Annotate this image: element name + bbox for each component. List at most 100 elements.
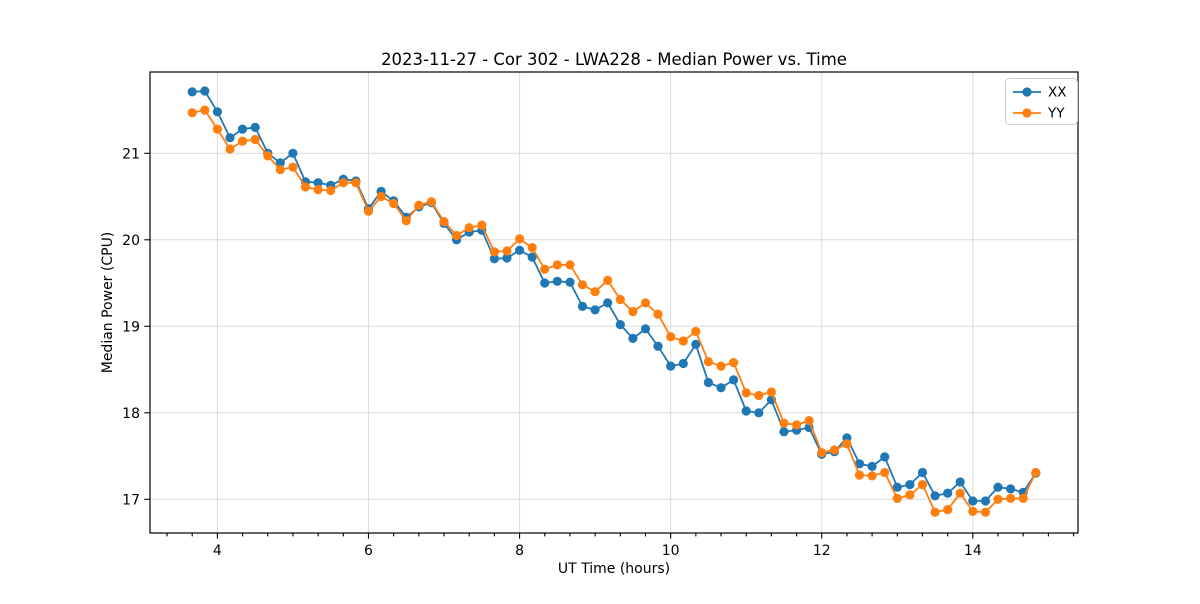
data-point-xx — [892, 482, 902, 492]
data-point-yy — [313, 185, 323, 195]
data-point-xx — [212, 107, 222, 117]
x-tick-label: 12 — [813, 543, 831, 559]
data-point-xx — [729, 375, 739, 385]
data-point-xx — [993, 482, 1003, 492]
data-point-xx — [237, 124, 248, 134]
legend-box — [1005, 78, 1078, 125]
data-point-xx — [225, 133, 235, 143]
data-point-yy — [968, 506, 978, 516]
data-point-yy — [666, 332, 676, 342]
plot-border — [149, 71, 1079, 534]
data-point-xx — [943, 488, 953, 498]
y-tick-label: 18 — [122, 406, 140, 422]
data-point-xx — [666, 361, 676, 371]
data-point-yy — [414, 200, 424, 210]
data-point-xx — [250, 122, 260, 132]
data-point-xx — [590, 305, 600, 315]
data-point-yy — [691, 326, 701, 337]
data-point-xx — [552, 276, 562, 286]
data-point-yy — [980, 507, 991, 517]
legend-marker-yy-icon — [1022, 108, 1032, 118]
chart-title: 2023-11-27 - Cor 302 - LWA228 - Median P… — [381, 50, 847, 69]
data-point-xx — [917, 467, 928, 478]
series-line-yy — [192, 109, 1037, 514]
data-point-xx — [930, 491, 940, 501]
data-point-yy — [640, 298, 651, 308]
data-point-yy — [1006, 493, 1016, 503]
data-point-xx — [955, 477, 965, 487]
data-point-yy — [943, 505, 953, 515]
data-point-xx — [854, 459, 865, 469]
data-point-yy — [603, 275, 613, 285]
data-point-yy — [477, 220, 487, 230]
data-point-yy — [1018, 493, 1028, 503]
data-point-yy — [854, 470, 865, 480]
data-point-yy — [892, 493, 902, 503]
data-point-xx — [527, 252, 537, 262]
data-point-yy — [729, 358, 739, 368]
data-point-yy — [590, 287, 600, 297]
data-point-xx — [703, 377, 714, 388]
data-point-xx — [515, 245, 525, 255]
data-point-yy — [678, 336, 688, 346]
data-point-yy — [703, 357, 714, 367]
data-point-yy — [628, 307, 638, 317]
legend-marker-xx-icon — [1022, 87, 1032, 97]
data-point-yy — [389, 198, 399, 209]
data-point-xx — [577, 301, 588, 311]
y-tick-label: 21 — [122, 146, 140, 162]
data-point-yy — [439, 217, 449, 227]
data-point-xx — [653, 341, 663, 351]
x-tick-label: 6 — [364, 543, 373, 559]
data-point-yy — [401, 216, 411, 226]
data-point-yy — [464, 223, 474, 233]
data-point-xx — [615, 320, 625, 330]
data-point-yy — [615, 294, 625, 305]
data-point-yy — [880, 467, 890, 478]
data-point-xx — [288, 148, 298, 158]
data-point-xx — [905, 480, 915, 490]
data-point-yy — [905, 490, 915, 500]
data-point-yy — [288, 162, 298, 172]
data-point-yy — [237, 136, 248, 146]
data-point-xx — [716, 383, 726, 393]
data-point-yy — [741, 388, 751, 398]
data-point-xx — [741, 406, 751, 416]
data-point-xx — [980, 496, 991, 506]
legend-label-xx: XX — [1048, 85, 1067, 101]
data-point-xx — [968, 496, 978, 506]
grid-layer — [150, 72, 1078, 533]
data-point-xx — [200, 86, 210, 96]
data-point-xx — [678, 358, 688, 369]
data-point-yy — [930, 507, 940, 517]
data-point-yy — [200, 105, 210, 115]
data-point-yy — [792, 420, 802, 430]
x-tick-label: 10 — [662, 543, 680, 559]
data-point-yy — [363, 206, 374, 216]
data-point-yy — [502, 246, 512, 256]
legend-label-yy: YY — [1047, 106, 1065, 122]
data-point-yy — [452, 230, 462, 241]
data-point-yy — [225, 144, 235, 154]
data-point-yy — [917, 480, 928, 490]
data-point-yy — [489, 247, 499, 257]
data-point-xx — [540, 278, 550, 288]
data-point-yy — [376, 191, 386, 202]
data-point-xx — [565, 277, 575, 287]
data-point-yy — [754, 390, 764, 401]
series-layer — [187, 86, 1041, 517]
data-point-xx — [603, 298, 613, 308]
data-point-yy — [515, 234, 525, 244]
data-point-yy — [577, 280, 588, 290]
tick-layer: 4 6 8 10 12 14 17 18 19 20 21 — [122, 146, 1075, 559]
data-point-yy — [653, 309, 663, 319]
data-point-yy — [552, 260, 562, 270]
data-point-yy — [829, 445, 840, 455]
data-point-xx — [275, 158, 285, 168]
y-tick-label: 20 — [122, 233, 140, 249]
y-tick-label: 17 — [122, 492, 140, 508]
data-point-yy — [540, 264, 550, 274]
data-point-yy — [300, 182, 311, 192]
data-point-xx — [779, 427, 789, 437]
